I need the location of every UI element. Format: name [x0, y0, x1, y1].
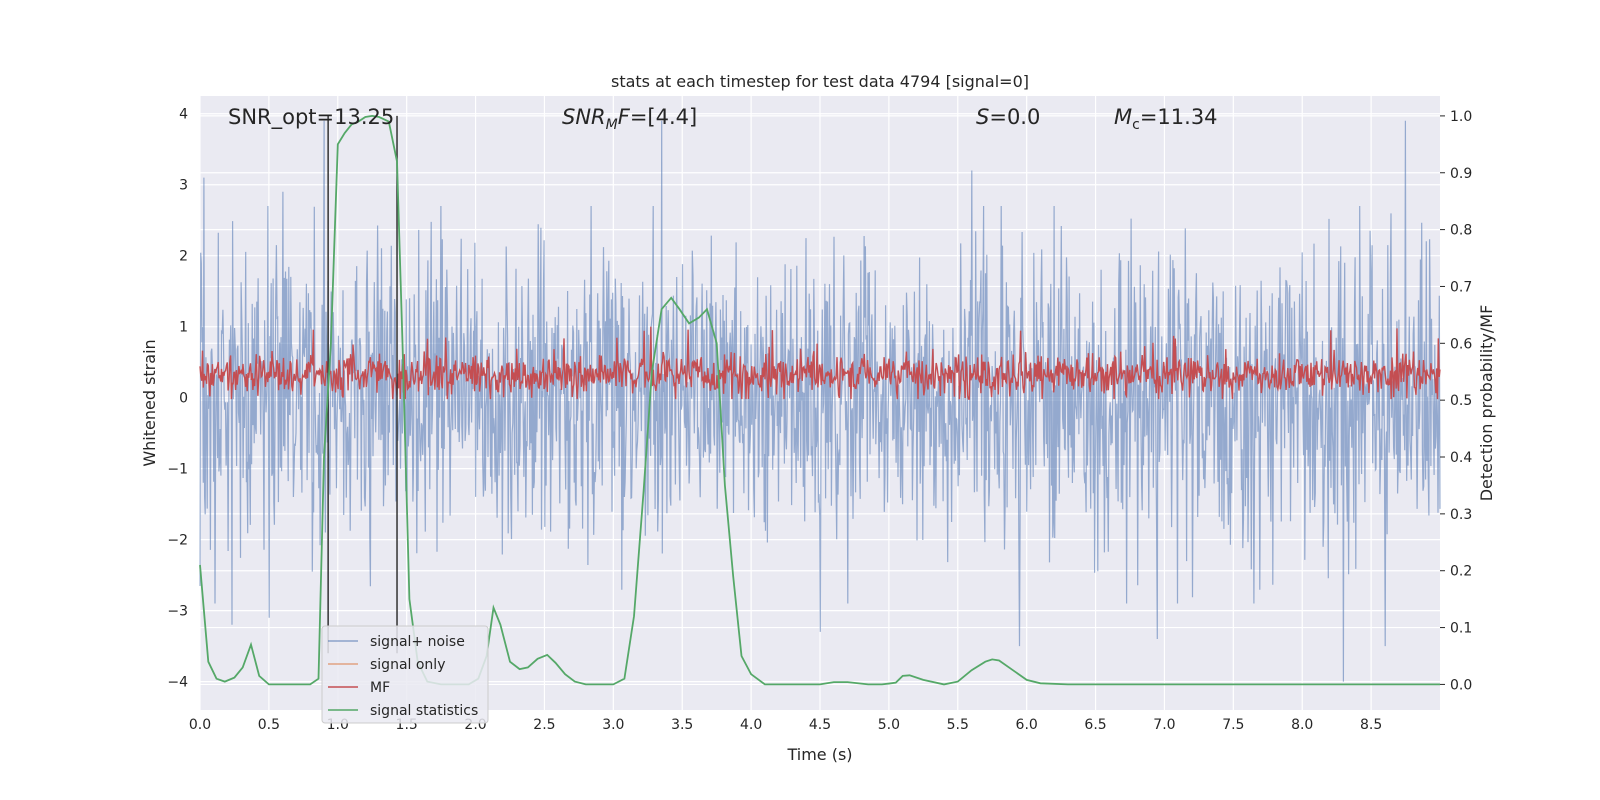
annotation-s: S=0.0 — [976, 105, 1040, 129]
x-tick-label: 0.5 — [258, 717, 280, 733]
y-left-tick-label: 4 — [179, 107, 188, 123]
y-left-tick-label: 2 — [179, 249, 188, 265]
y-right-tick-label: 0.2 — [1450, 564, 1472, 580]
snr-mf-f: F — [618, 105, 631, 129]
signal-statistics-line — [199, 114, 1440, 686]
y-left-tick-label: −4 — [167, 675, 188, 691]
y-right-tick-label: 0.5 — [1450, 393, 1472, 409]
y-left-tick-label: −1 — [167, 462, 188, 478]
signal-noise-line — [199, 120, 1441, 682]
y-right-tick-label: 0.1 — [1450, 621, 1472, 637]
x-tick-label: 6.5 — [1084, 717, 1106, 733]
y-left-tick-label: 3 — [179, 178, 188, 194]
mf-line — [199, 326, 1441, 400]
annotation-mc: Mc=11.34 — [1114, 105, 1218, 133]
y-right-tick-label: 0.0 — [1450, 677, 1472, 693]
snr-mf-value: =[4.4] — [630, 105, 697, 129]
x-tick-label: 7.5 — [1222, 717, 1244, 733]
x-tick-label: 5.5 — [947, 717, 969, 733]
x-tick-label: 8.0 — [1291, 717, 1313, 733]
y-left-axis-ticks: 4 3 2 1 0 −1 −2 −3 −4 — [167, 107, 188, 691]
annotation-snr-mf: SNRMF=[4.4] — [562, 105, 697, 133]
x-tick-label: 3.0 — [602, 717, 624, 733]
y-right-tick-label: 0.6 — [1450, 336, 1472, 352]
plot-series — [199, 114, 1441, 686]
y-left-tick-label: 0 — [179, 391, 188, 407]
y-left-tick-label: −3 — [167, 604, 188, 620]
x-tick-label: 5.0 — [878, 717, 900, 733]
legend-label-signal-only: signal only — [370, 657, 445, 673]
mc-subscript: c — [1132, 117, 1140, 133]
y-right-tick-label: 0.8 — [1450, 223, 1472, 239]
y-right-tick-label: 0.7 — [1450, 279, 1472, 295]
snr-mf-symbol: SNR — [562, 105, 606, 129]
y-right-axis-label: Detection probability/MF — [1477, 305, 1496, 502]
chart-title: stats at each timestep for test data 479… — [611, 72, 1029, 91]
snr-mf-subscript: M — [606, 117, 618, 133]
x-tick-label: 4.5 — [809, 717, 831, 733]
x-tick-label: 6.0 — [1016, 717, 1038, 733]
s-symbol: S — [976, 105, 989, 129]
mc-value: =11.34 — [1140, 105, 1218, 129]
series-mf — [199, 326, 1441, 400]
series-signal-noise — [199, 120, 1441, 682]
x-tick-label: 2.5 — [533, 717, 555, 733]
x-tick-label: 4.0 — [740, 717, 762, 733]
legend-frame — [321, 625, 489, 724]
y-left-tick-label: 1 — [179, 320, 188, 336]
x-tick-label: 7.0 — [1153, 717, 1175, 733]
annotation-snr-opt: SNR_opt=13.25 — [228, 105, 394, 130]
y-right-axis-ticks: 1.0 0.9 0.8 0.7 0.6 0.5 0.4 0.3 0.2 0.1 0.0 — [1440, 109, 1472, 693]
x-axis-label: Time (s) — [786, 745, 852, 764]
legend: signal+ noise signal only MF signal stat… — [321, 625, 489, 724]
y-left-tick-label: −2 — [167, 533, 188, 549]
y-right-tick-label: 1.0 — [1450, 109, 1472, 125]
legend-label-signal-noise: signal+ noise — [370, 634, 465, 650]
y-right-tick-label: 0.9 — [1450, 166, 1472, 182]
mc-symbol: M — [1114, 105, 1132, 129]
legend-label-mf: MF — [370, 680, 390, 696]
y-right-tick-label: 0.4 — [1450, 450, 1472, 466]
x-axis-ticks: 0.0 0.5 1.0 1.5 2.0 2.5 3.0 3.5 4.0 4.5 5.0 5.5 6.0 6… — [189, 717, 1382, 733]
y-right-tick-label: 0.3 — [1450, 507, 1472, 523]
s-value: =0.0 — [989, 105, 1040, 129]
x-tick-label: 8.5 — [1360, 717, 1382, 733]
x-tick-label: 0.0 — [189, 717, 211, 733]
x-tick-label: 3.5 — [671, 717, 693, 733]
legend-label-signal-statistics: signal statistics — [370, 703, 478, 719]
grid-lines — [199, 96, 1440, 710]
series-signal-statistics — [199, 114, 1440, 686]
y-left-axis-label: Whitened strain — [140, 339, 159, 466]
